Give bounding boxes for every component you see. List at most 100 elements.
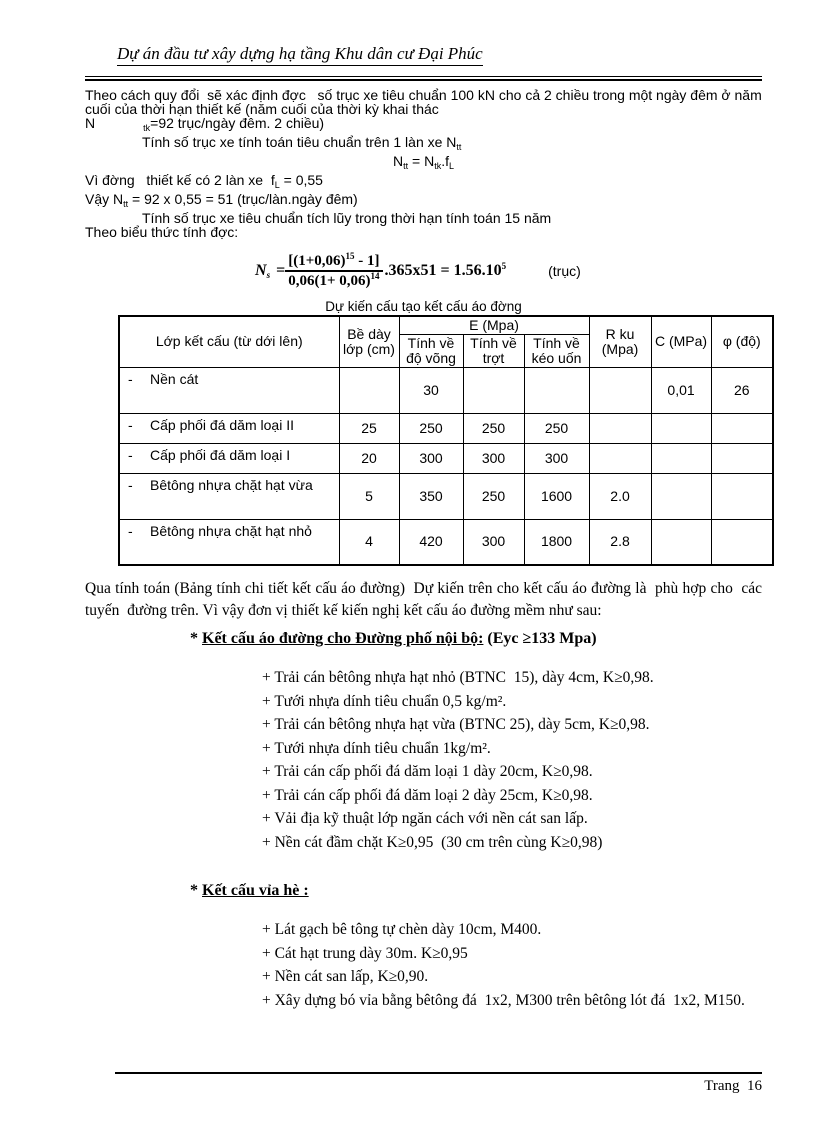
result-sup: 5 — [501, 261, 507, 272]
col-header-e-truot: Tính về trợt — [462, 333, 525, 368]
cell-e1: 300 — [398, 442, 464, 474]
row-dash: - — [128, 476, 133, 493]
section-heading-sidewalk: * Kết cấu vỉa hè : — [190, 882, 762, 900]
num-main: [(1+0,06) — [288, 253, 346, 269]
row-dash: - — [128, 370, 133, 387]
col-header-e-keouon: Tính về kéo uốn — [523, 333, 590, 368]
cell-e2: 250 — [462, 412, 525, 444]
list-item: + Nền cát đầm chặt K≥0,95 (30 cm trên cù… — [262, 833, 603, 851]
cell-day: 25 — [338, 412, 400, 444]
page-header: Dự án đầu tư xây dựng hạ tầng Khu dân cư… — [85, 44, 762, 81]
sidewalk-structure-list: + Lát gạch bê tông tự chèn dày 10cm, M40… — [262, 918, 760, 1012]
cell-e2: 300 — [462, 442, 525, 474]
cell-e2: 300 — [462, 518, 525, 566]
num-sup: 15 — [345, 251, 355, 261]
row-name-cell: - Bêtông nhựa chặt hạt nhỏ — [118, 518, 340, 566]
col-header-thickness: Bề dày lớp (cm) — [338, 315, 400, 368]
cell-phi — [710, 472, 774, 520]
formula-n-sub: s — [266, 269, 271, 280]
vay-b: = 92 x 0,55 = 51 (trục/làn.ngày đêm) — [128, 191, 358, 207]
line-sub: tt — [456, 142, 462, 152]
eq-a: N — [392, 153, 404, 169]
cell-phi — [710, 412, 774, 444]
cell-c — [650, 518, 712, 566]
cell-e1: 30 — [398, 366, 464, 414]
cell-phi: 26 — [710, 366, 774, 414]
cell-e1: 250 — [398, 412, 464, 444]
list-item: + Trải cán cấp phối đá dăm loại 1 dày 20… — [262, 763, 593, 780]
cell-e1: 350 — [398, 472, 464, 520]
formula-numerator: [(1+0,06)15 - 1] — [285, 251, 383, 272]
cell-c — [650, 412, 712, 444]
cell-day: 20 — [338, 442, 400, 474]
heading-title: Kết cấu vỉa hè : — [202, 882, 309, 899]
eq-c: .f — [441, 153, 449, 169]
row-dash: - — [128, 522, 133, 539]
table-row: - Bêtông nhựa chặt hạt vừa 5 350 250 1600… — [118, 472, 774, 520]
eq-a-sub: tt — [403, 161, 409, 171]
ntk-base: N — [85, 115, 96, 131]
line-tinh-so-truc: Tính số trục xe tính toán tiêu chuẩn trê… — [85, 135, 762, 154]
page-content: Dự án đầu tư xây dựng hạ tầng Khu dân cư… — [85, 44, 775, 1012]
den-sup: 14 — [370, 271, 380, 282]
eq-c-sub: L — [449, 161, 455, 171]
row-name: Nền cát — [150, 370, 199, 387]
num-tail: - 1] — [354, 253, 380, 269]
col-header-c: C (MPa) — [650, 315, 712, 368]
cell-r — [588, 442, 652, 474]
row-name: Cấp phối đá dăm loại I — [150, 446, 291, 463]
formula-fraction: [(1+0,06)15 - 1] 0,06(1+ 0,06)14 — [285, 251, 383, 291]
cell-e1: 420 — [398, 518, 464, 566]
pavement-structure-table: Lớp kết cấu (từ dới lên) Bề dày lớp (cm)… — [118, 314, 775, 566]
line-theo-bieu-thuc: Theo biểu thức tính đợc: — [85, 224, 239, 240]
list-item: + Nền cát san lấp, K≥0,90. — [262, 968, 429, 985]
formula-lhs: Ns — [255, 262, 270, 280]
cell-r: 2.8 — [588, 518, 652, 566]
table-row: - Cấp phối đá dăm loại I 20 300 300 300 — [118, 442, 774, 474]
cell-e3: 250 — [523, 412, 590, 444]
cell-phi — [710, 442, 774, 474]
formula-denominator: 0,06(1+ 0,06)14 — [285, 270, 382, 290]
page-footer: Trang 16 — [115, 1072, 762, 1095]
formula-unit: (trục) — [548, 262, 581, 279]
formula-result: .365x51 = 1.56.105 — [385, 261, 507, 280]
table-row: - Nền cát 30 0,01 26 — [118, 366, 774, 414]
cell-e3: 1800 — [523, 518, 590, 566]
list-item: + Trải cán cấp phối đá dăm loại 2 dày 25… — [262, 786, 593, 804]
cell-day: 5 — [338, 472, 400, 520]
col-header-layer: Lớp kết cấu (từ dới lên) — [118, 315, 340, 368]
eq-b-sub: tk — [434, 161, 442, 171]
header-title: Dự án đầu tư xây dựng hạ tầng Khu dân cư… — [117, 44, 483, 66]
list-item: + Trải cán bêtông nhựa hạt nhỏ (BTNC 15)… — [262, 669, 654, 686]
ntk-sub: tk — [143, 123, 151, 133]
conclusion-paragraph: Qua tính toán (Bảng tính chi tiết kết cấ… — [85, 580, 766, 619]
cell-day — [338, 366, 400, 414]
list-item: + Lát gạch bê tông tự chèn dày 10cm, M40… — [262, 921, 542, 938]
row-name-cell: - Cấp phối đá dăm loại I — [118, 442, 340, 474]
list-item: + Xây dựng bó vỉa bằng bêtông đá 1x2, M3… — [262, 991, 745, 1009]
vi-sub: L — [274, 180, 280, 190]
intro-block: Theo cách quy đổi sẽ xác định đợc số trụ… — [85, 88, 762, 239]
row-name-cell: - Bêtông nhựa chặt hạt vừa — [118, 472, 340, 520]
heading-star: * — [190, 882, 202, 899]
row-name: Bêtông nhựa chặt hạt nhỏ — [150, 522, 312, 539]
heading-title: Kết cấu áo đường cho Đường phố nội bộ: — [202, 630, 484, 647]
row-name: Bêtông nhựa chặt hạt vừa — [150, 476, 313, 493]
cell-e2: 250 — [462, 472, 525, 520]
col-header-phi: φ (độ) — [710, 315, 774, 368]
section-heading-road: * Kết cấu áo đường cho Đường phố nội bộ:… — [190, 630, 762, 648]
table-caption: Dự kiến cấu tạo kết cấu áo đờng — [325, 298, 522, 314]
road-structure-list: + Trải cán bêtông nhựa hạt nhỏ (BTNC 15)… — [262, 666, 760, 854]
lower-section: Qua tính toán (Bảng tính chi tiết kết cấ… — [85, 578, 762, 1012]
footer-rule — [115, 1072, 762, 1074]
line-tich-luy: Tính số trục xe tiêu chuẩn tích lũy tron… — [142, 210, 552, 226]
vay-a: Vậy N — [85, 191, 124, 207]
heading-star: * — [190, 630, 202, 647]
cell-r — [588, 366, 652, 414]
den-main: 0,06(1+ 0,06) — [288, 273, 371, 290]
list-item: + Trải cán bêtông nhựa hạt vừa (BTNC 25)… — [262, 716, 650, 733]
row-name-cell: - Nền cát — [118, 366, 340, 414]
cell-c: 0,01 — [650, 366, 712, 414]
